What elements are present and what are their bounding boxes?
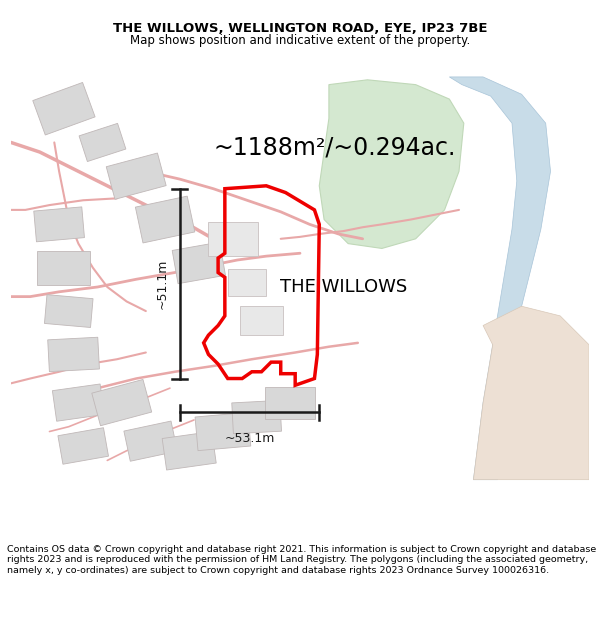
Polygon shape <box>228 269 266 296</box>
Polygon shape <box>208 222 257 256</box>
Polygon shape <box>34 207 85 242</box>
Polygon shape <box>44 294 93 328</box>
Polygon shape <box>33 82 95 135</box>
Polygon shape <box>52 384 104 421</box>
Polygon shape <box>79 123 126 161</box>
Polygon shape <box>162 431 216 470</box>
Polygon shape <box>124 421 178 461</box>
Text: Contains OS data © Crown copyright and database right 2021. This information is : Contains OS data © Crown copyright and d… <box>7 545 596 575</box>
Polygon shape <box>106 153 166 199</box>
Text: ~51.1m: ~51.1m <box>156 258 169 309</box>
Polygon shape <box>319 80 464 248</box>
Text: THE WILLOWS: THE WILLOWS <box>280 278 407 296</box>
Polygon shape <box>37 251 91 284</box>
Polygon shape <box>172 242 226 284</box>
Polygon shape <box>136 196 195 243</box>
Polygon shape <box>240 306 283 335</box>
Text: Map shows position and indicative extent of the property.: Map shows position and indicative extent… <box>130 34 470 48</box>
Polygon shape <box>58 428 109 464</box>
Polygon shape <box>449 77 551 480</box>
Text: ~53.1m: ~53.1m <box>224 431 275 444</box>
Polygon shape <box>195 412 251 451</box>
Text: ~1188m²/~0.294ac.: ~1188m²/~0.294ac. <box>213 135 455 159</box>
Polygon shape <box>48 338 100 372</box>
Polygon shape <box>265 387 316 419</box>
Polygon shape <box>473 306 589 480</box>
Polygon shape <box>92 379 152 426</box>
Polygon shape <box>232 401 281 434</box>
Text: THE WILLOWS, WELLINGTON ROAD, EYE, IP23 7BE: THE WILLOWS, WELLINGTON ROAD, EYE, IP23 … <box>113 22 487 35</box>
